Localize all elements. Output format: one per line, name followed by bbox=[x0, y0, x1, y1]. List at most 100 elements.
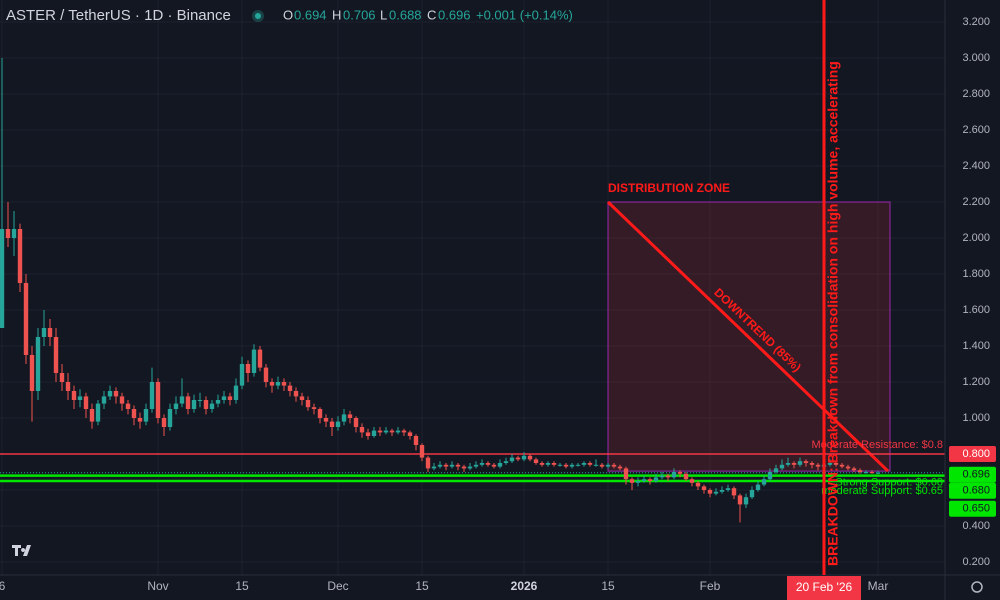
candle-body bbox=[569, 464, 575, 467]
candle-body bbox=[743, 497, 749, 505]
level-tag: 0.800 bbox=[962, 448, 990, 460]
candle-body bbox=[509, 457, 515, 462]
candle-body bbox=[83, 396, 89, 409]
candle-body bbox=[317, 409, 323, 418]
candle-body bbox=[305, 400, 311, 408]
candle-body bbox=[119, 396, 125, 404]
candle-body bbox=[113, 391, 119, 397]
candle-body bbox=[167, 409, 173, 427]
candle-body bbox=[647, 479, 653, 481]
candle-body bbox=[293, 391, 299, 397]
y-tick-label: 0.200 bbox=[962, 556, 990, 568]
candle-body bbox=[401, 430, 407, 433]
breakdown-label: BREAKDOWN: Breakdown from consolidation … bbox=[825, 61, 841, 566]
candle-body bbox=[341, 414, 347, 422]
logo-mark bbox=[12, 545, 31, 556]
x-tick-label: 15 bbox=[601, 579, 615, 593]
candle-body bbox=[11, 229, 17, 238]
candle-body bbox=[77, 396, 83, 400]
settings-icon[interactable] bbox=[971, 581, 983, 593]
candle-body bbox=[419, 445, 425, 458]
candle-body bbox=[263, 367, 269, 382]
candle-body bbox=[425, 457, 431, 469]
candle-body bbox=[173, 403, 179, 409]
candle-body bbox=[539, 463, 545, 465]
change-value: +0.001 (+0.14%) bbox=[476, 7, 573, 22]
candle-body bbox=[641, 479, 647, 481]
candle-body bbox=[857, 470, 863, 472]
y-tick-label: 1.400 bbox=[962, 340, 990, 352]
candle-body bbox=[551, 463, 557, 465]
y-tick-label: 2.000 bbox=[962, 232, 990, 244]
candle-body bbox=[269, 382, 275, 386]
candle-body bbox=[107, 391, 113, 397]
candle-body bbox=[671, 472, 677, 478]
candle-body bbox=[389, 430, 395, 433]
x-tick-label: Nov bbox=[147, 579, 168, 593]
candle-body bbox=[251, 349, 257, 373]
y-tick-label: 2.800 bbox=[962, 88, 990, 100]
candle-body bbox=[155, 382, 161, 418]
candle-body bbox=[257, 349, 263, 368]
candle-body bbox=[773, 468, 779, 472]
close-value: 0.696 bbox=[438, 7, 471, 22]
candle-body bbox=[209, 403, 215, 409]
candle-body bbox=[845, 466, 851, 469]
candle-body bbox=[203, 400, 209, 409]
candle-body bbox=[863, 472, 869, 473]
x-tick-label: 2026 bbox=[511, 579, 538, 593]
high-value: 0.706 bbox=[343, 7, 376, 22]
x-tick-label: 15 bbox=[415, 579, 429, 593]
candle-body bbox=[281, 382, 287, 386]
gear[interactable] bbox=[971, 581, 983, 593]
low-value: 0.688 bbox=[389, 7, 422, 22]
candle-body bbox=[197, 400, 203, 401]
candle-body bbox=[275, 382, 281, 386]
candle-body bbox=[443, 464, 449, 467]
candle-body bbox=[503, 461, 509, 463]
candle-body bbox=[335, 421, 341, 427]
candle-body bbox=[437, 464, 443, 467]
candle-body bbox=[185, 396, 191, 409]
candle-body bbox=[137, 418, 143, 422]
candle-body bbox=[653, 477, 659, 481]
candle-body bbox=[383, 430, 389, 433]
date-tag-bg bbox=[787, 576, 861, 600]
tradingview-logo bbox=[9, 540, 39, 560]
candle-body bbox=[215, 400, 221, 404]
candle-body bbox=[635, 481, 641, 483]
candle-body bbox=[233, 385, 239, 400]
candle-body bbox=[485, 463, 491, 465]
candle-body bbox=[689, 479, 695, 483]
candle-body bbox=[521, 455, 527, 460]
candle-body bbox=[677, 472, 683, 474]
candle-body bbox=[611, 464, 617, 467]
axes: 0.2000.4000.6000.8001.0001.2001.4001.600… bbox=[0, 16, 996, 600]
candle-body bbox=[563, 464, 569, 467]
x-tick-label: Dec bbox=[327, 579, 348, 593]
candle-body bbox=[785, 463, 791, 465]
candle-body bbox=[533, 459, 539, 463]
candle-body bbox=[161, 418, 167, 427]
x-tick-label: Feb bbox=[700, 579, 721, 593]
y-tick-label: 0.400 bbox=[962, 520, 990, 532]
candle-body bbox=[353, 418, 359, 427]
candle-body bbox=[449, 464, 455, 467]
low-label: L bbox=[380, 7, 387, 22]
candle-body bbox=[767, 472, 773, 480]
candle-body bbox=[755, 484, 761, 490]
level-label: Moderate Resistance: $0.8 bbox=[812, 439, 943, 451]
candle-body bbox=[239, 364, 245, 386]
candle-body bbox=[617, 466, 623, 469]
close-label: C bbox=[427, 7, 436, 22]
candle-body bbox=[365, 432, 371, 436]
status-dot bbox=[255, 13, 261, 19]
candle-body bbox=[779, 464, 785, 469]
x-tick-label: 6 bbox=[0, 579, 6, 593]
candle-body bbox=[761, 479, 767, 485]
candle-body bbox=[131, 409, 137, 418]
candle-body bbox=[605, 464, 611, 467]
plot-area bbox=[0, 58, 945, 523]
